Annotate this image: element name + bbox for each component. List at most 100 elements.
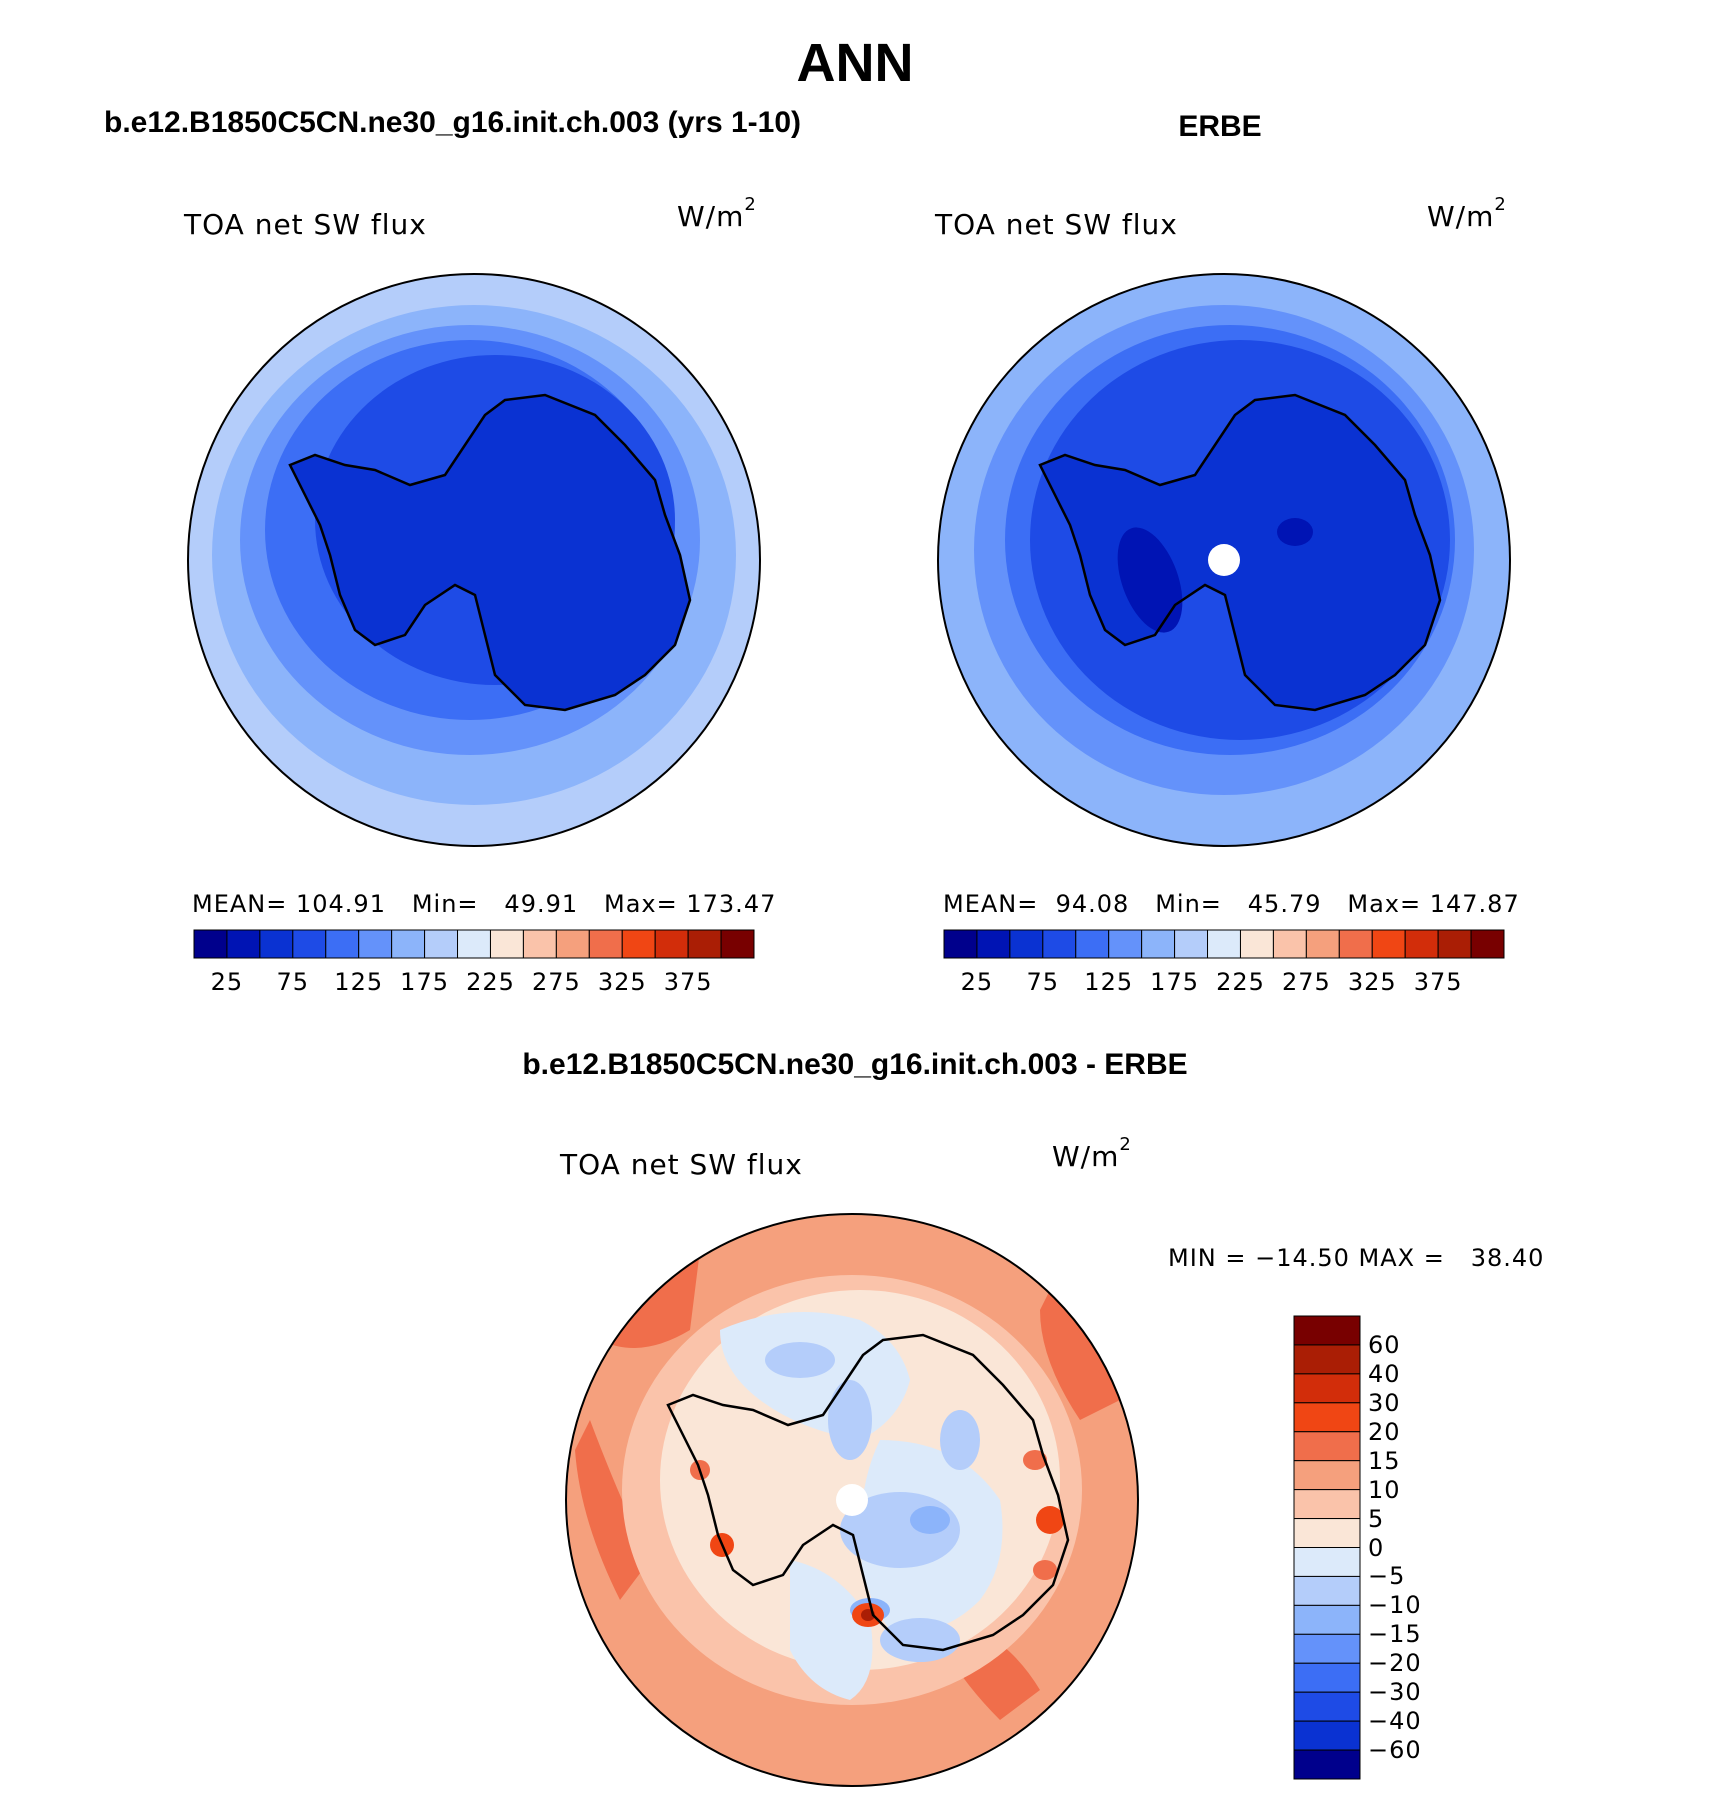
colorbar-swatch bbox=[1293, 1518, 1361, 1548]
colorbar-tick-label: 225 bbox=[466, 968, 515, 996]
colorbar-swatch bbox=[1293, 1489, 1361, 1520]
colorbar-top-right bbox=[943, 929, 1505, 959]
colorbar-tick-label: −30 bbox=[1368, 1678, 1422, 1707]
colorbar-top-left bbox=[193, 929, 755, 959]
colorbar-swatch bbox=[1338, 929, 1373, 959]
colorbar-swatch bbox=[1293, 1720, 1361, 1751]
colorbar-swatch bbox=[720, 929, 755, 959]
colorbar-swatch bbox=[358, 929, 393, 959]
colorbar-swatch bbox=[1075, 929, 1110, 959]
colorbar-tick-label: 325 bbox=[597, 968, 647, 996]
colorbar-swatch bbox=[1437, 929, 1472, 959]
diff-minmax: MIN = −14.50 MAX = 38.40 bbox=[1168, 1244, 1545, 1272]
colorbar-swatch bbox=[1293, 1604, 1361, 1635]
diff-unit-label: W/m2 bbox=[1052, 1134, 1132, 1173]
colorbar-tick-label: 375 bbox=[663, 968, 713, 996]
colorbar-tick-label: 20 bbox=[1368, 1417, 1401, 1446]
colorbar-swatch bbox=[1272, 929, 1307, 959]
panel1-map-border bbox=[187, 273, 761, 847]
colorbar-swatch bbox=[457, 929, 491, 959]
colorbar-tick-label: 40 bbox=[1368, 1359, 1401, 1388]
diff-map bbox=[566, 1214, 1138, 1786]
colorbar-swatch bbox=[1293, 1547, 1361, 1577]
colorbar-swatch bbox=[1239, 929, 1274, 959]
colorbar-swatch bbox=[1404, 929, 1439, 959]
colorbar-swatch bbox=[489, 929, 524, 959]
colorbar-tick-label: 30 bbox=[1368, 1388, 1401, 1417]
colorbar-swatch bbox=[588, 929, 623, 959]
colorbar-swatch bbox=[391, 929, 426, 959]
colorbar-swatch bbox=[1293, 1460, 1361, 1491]
colorbar-tick-label: 25 bbox=[960, 968, 994, 996]
diff-map-border bbox=[565, 1213, 1139, 1787]
colorbar-swatch bbox=[1371, 929, 1406, 959]
colorbar-swatch bbox=[1470, 929, 1505, 959]
colorbar-swatch bbox=[1293, 1315, 1361, 1346]
colorbar-swatch bbox=[1293, 1373, 1361, 1404]
model-case-title: b.e12.B1850C5CN.ne30_g16.init.ch.003 (yr… bbox=[104, 106, 802, 139]
colorbar-swatch bbox=[424, 929, 459, 959]
colorbar-swatch bbox=[1108, 929, 1143, 959]
colorbar-swatch bbox=[1174, 929, 1209, 959]
colorbar-swatch bbox=[522, 929, 557, 959]
colorbar-tick-label: −40 bbox=[1368, 1707, 1422, 1736]
panel1-unit-label: W/m2 bbox=[677, 194, 757, 233]
colorbar-tick-label: 60 bbox=[1368, 1330, 1401, 1359]
colorbar-swatch bbox=[193, 929, 228, 959]
panel1-variable-label: TOA net SW flux bbox=[184, 208, 427, 241]
panel1-stats: MEAN= 104.91 Min= 49.91 Max= 173.47 bbox=[192, 890, 777, 918]
main-title: ANN bbox=[796, 33, 914, 93]
colorbar-tick-label: 10 bbox=[1368, 1475, 1401, 1504]
panel2-variable-label: TOA net SW flux bbox=[935, 208, 1178, 241]
colorbar-tick-label: −10 bbox=[1368, 1591, 1422, 1620]
panel2-unit-label: W/m2 bbox=[1427, 194, 1507, 233]
colorbar-swatch bbox=[1293, 1344, 1361, 1375]
colorbar-swatch bbox=[687, 929, 722, 959]
colorbar-swatch bbox=[555, 929, 590, 959]
colorbar-swatch bbox=[1009, 929, 1044, 959]
colorbar-swatch bbox=[976, 929, 1011, 959]
colorbar-swatch bbox=[1293, 1691, 1361, 1722]
colorbar-tick-label: −20 bbox=[1368, 1649, 1422, 1678]
colorbar-tick-label: 325 bbox=[1347, 968, 1397, 996]
colorbar-tick-label: 75 bbox=[1026, 968, 1060, 996]
diff-variable-label: TOA net SW flux bbox=[560, 1148, 803, 1181]
colorbar-swatch bbox=[943, 929, 978, 959]
colorbar-swatch bbox=[226, 929, 261, 959]
colorbar-tick-label: 75 bbox=[276, 968, 310, 996]
colorbar-swatch bbox=[1293, 1402, 1361, 1433]
colorbar-diff bbox=[1293, 1315, 1361, 1780]
colorbar-tick-label: 175 bbox=[400, 968, 449, 996]
colorbar-tick-label: 0 bbox=[1368, 1533, 1385, 1562]
colorbar-tick-label: 15 bbox=[1368, 1446, 1401, 1475]
obs-case-title: ERBE bbox=[1178, 110, 1262, 143]
colorbar-tick-label: 125 bbox=[1084, 968, 1134, 996]
colorbar-swatch bbox=[1293, 1662, 1361, 1693]
colorbar-tick-label: 25 bbox=[210, 968, 244, 996]
difference-title: b.e12.B1850C5CN.ne30_g16.init.ch.003 - E… bbox=[522, 1048, 1188, 1081]
colorbar-swatch bbox=[1293, 1749, 1361, 1780]
colorbar-swatch bbox=[1293, 1575, 1361, 1606]
colorbar-swatch bbox=[325, 929, 360, 959]
colorbar-tick-label: 375 bbox=[1413, 968, 1463, 996]
colorbar-tick-label: 175 bbox=[1150, 968, 1199, 996]
colorbar-swatch bbox=[1293, 1431, 1361, 1462]
panel2-map-border bbox=[937, 273, 1511, 847]
colorbar-swatch bbox=[1141, 929, 1176, 959]
colorbar-swatch bbox=[654, 929, 689, 959]
colorbar-swatch bbox=[621, 929, 656, 959]
colorbar-tick-label: −60 bbox=[1368, 1736, 1422, 1765]
colorbar-tick-label: 275 bbox=[1281, 968, 1331, 996]
colorbar-tick-label: 225 bbox=[1216, 968, 1265, 996]
colorbar-tick-label: 5 bbox=[1368, 1504, 1385, 1533]
colorbar-swatch bbox=[292, 929, 327, 959]
colorbar-tick-label: −5 bbox=[1368, 1562, 1406, 1591]
colorbar-tick-label: 125 bbox=[334, 968, 384, 996]
colorbar-tick-label: −15 bbox=[1368, 1620, 1422, 1649]
colorbar-swatch bbox=[1042, 929, 1077, 959]
colorbar-swatch bbox=[1207, 929, 1241, 959]
colorbar-swatch bbox=[1293, 1633, 1361, 1664]
colorbar-swatch bbox=[1305, 929, 1340, 959]
panel2-stats: MEAN= 94.08 Min= 45.79 Max= 147.87 bbox=[943, 890, 1520, 918]
